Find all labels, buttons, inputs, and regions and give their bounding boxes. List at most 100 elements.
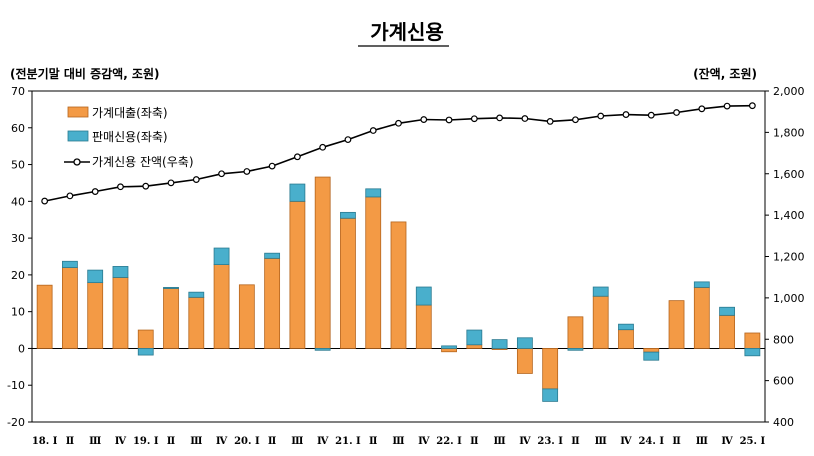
x-tick-label: Ⅱ (66, 436, 74, 447)
y-right-tick-label: 1,200 (773, 251, 805, 264)
chart-title: 가계신용 (370, 20, 444, 44)
balance-point (496, 114, 504, 122)
x-tick-label: Ⅳ (115, 436, 127, 447)
y-left-tick-label: 40 (11, 195, 25, 208)
x-tick-label: 23. Ⅰ (537, 436, 563, 447)
y-left-tick-label: 0 (18, 342, 25, 355)
bar-loans (592, 295, 609, 349)
balance-point (470, 115, 478, 123)
bar-loans (567, 316, 584, 349)
x-tick-label: Ⅳ (620, 436, 632, 447)
bar-sales-credit (264, 252, 281, 259)
bar-loans (62, 267, 78, 349)
bar-sales-credit (592, 286, 609, 297)
left-axis-unit: (전분기말 대비 증감액, 조원) (10, 66, 160, 81)
bar-loans (516, 348, 533, 374)
right-axis-unit: (잔액, 조원) (693, 66, 757, 81)
bar-loans (668, 300, 685, 349)
bar-sales-credit (112, 266, 129, 278)
bar-sales-credit (744, 348, 761, 357)
balance-point (698, 105, 706, 113)
bar-loans (36, 284, 53, 349)
bar-sales-credit (567, 348, 584, 351)
bar-loans (87, 282, 104, 349)
y-left-tick-label: -20 (7, 416, 25, 429)
x-tick-label: Ⅱ (167, 436, 175, 447)
legend-label-loans: 가계대출(좌축) (92, 106, 168, 120)
x-tick-label: Ⅱ (369, 436, 377, 447)
x-tick-label: Ⅳ (418, 436, 430, 447)
x-tick-label: Ⅱ (571, 436, 579, 447)
balance-point (647, 111, 655, 119)
bar-sales-credit (693, 281, 710, 288)
bar-loans (415, 304, 432, 349)
balance-point (243, 168, 251, 175)
bar-loans (137, 329, 154, 349)
bars (36, 176, 761, 402)
bar-loans (264, 257, 281, 349)
bar-sales-credit (618, 323, 634, 331)
y-right-tick-label: 600 (773, 375, 794, 388)
bar-sales-credit (365, 188, 382, 198)
balance-point (167, 179, 175, 187)
x-tick-label: Ⅳ (317, 436, 329, 447)
x-tick-label: 18. Ⅰ (32, 436, 58, 447)
y-right-tick-label: 1,400 (773, 209, 805, 222)
x-tick-label: Ⅱ (470, 436, 478, 447)
y-right-axis: 400 600 800 1,000 1,200 1,400 1,600 1,800 2,000 (765, 85, 805, 429)
balance-point (673, 109, 680, 116)
x-tick-label: Ⅲ (595, 436, 607, 447)
x-tick-label: 24. Ⅰ (638, 436, 664, 447)
bar-sales-credit (643, 351, 660, 361)
y-right-tick-label: 1,800 (773, 126, 805, 139)
balance-point (748, 102, 756, 110)
bar-loans (112, 277, 129, 349)
bar-sales-credit (441, 345, 457, 349)
bar-sales-credit (87, 269, 104, 284)
balance-point (420, 116, 428, 123)
x-tick-label: 20. Ⅰ (234, 436, 260, 447)
x-tick-label: Ⅳ (721, 436, 733, 447)
bar-loans (238, 284, 255, 349)
y-left-axis: -20 -10 0 10 20 30 40 50 60 70 (7, 85, 32, 429)
x-tick-label: Ⅱ (672, 436, 680, 447)
balance-point (293, 153, 301, 161)
balance-point (723, 102, 731, 110)
x-tick-label: Ⅱ (268, 436, 276, 447)
bar-loans (289, 200, 306, 349)
balance-point (117, 183, 124, 191)
x-tick-label: 25. Ⅰ (740, 436, 766, 447)
legend: 가계대출(좌축) 판매신용(좌축) 가계신용 잔액(우축) (64, 106, 194, 169)
x-tick-label: Ⅲ (291, 436, 303, 447)
bar-sales-credit (466, 329, 483, 346)
balance-point (445, 116, 453, 124)
balance-point (142, 182, 150, 190)
legend-swatch-sales-credit (67, 130, 89, 142)
balance-line-series (41, 102, 756, 205)
bar-sales-credit (542, 388, 559, 402)
legend-swatch-loans (67, 106, 89, 118)
legend-label-sales-credit: 판매신용(좌축) (92, 130, 168, 144)
bar-loans (719, 314, 735, 349)
bar-loans (390, 221, 407, 349)
bar-loans (314, 176, 331, 349)
y-left-tick-label: -10 (7, 379, 25, 392)
balance-point (369, 127, 377, 134)
bar-sales-credit (62, 260, 78, 268)
bar-sales-credit (137, 348, 154, 356)
balance-point (218, 170, 225, 178)
bar-sales-credit (516, 337, 533, 349)
x-tick-label: 22. Ⅰ (436, 436, 462, 447)
balance-point (319, 143, 327, 151)
x-axis: 18. Ⅰ Ⅱ Ⅲ Ⅳ 19. Ⅰ Ⅱ Ⅲ Ⅳ 20. Ⅰ Ⅱ Ⅲ Ⅳ 21. Ⅰ Ⅱ Ⅲ Ⅳ 22. Ⅰ Ⅱ Ⅲ Ⅳ… (32, 436, 766, 447)
bar-sales-credit (491, 339, 508, 349)
y-right-tick-label: 1,600 (773, 168, 805, 181)
bar-loans (340, 217, 356, 349)
bar-loans (441, 348, 457, 353)
y-left-tick-label: 70 (11, 85, 25, 98)
balance-point (41, 197, 49, 205)
y-right-tick-label: 800 (773, 333, 794, 346)
bar-loans (365, 196, 382, 349)
balance-point (597, 112, 605, 120)
